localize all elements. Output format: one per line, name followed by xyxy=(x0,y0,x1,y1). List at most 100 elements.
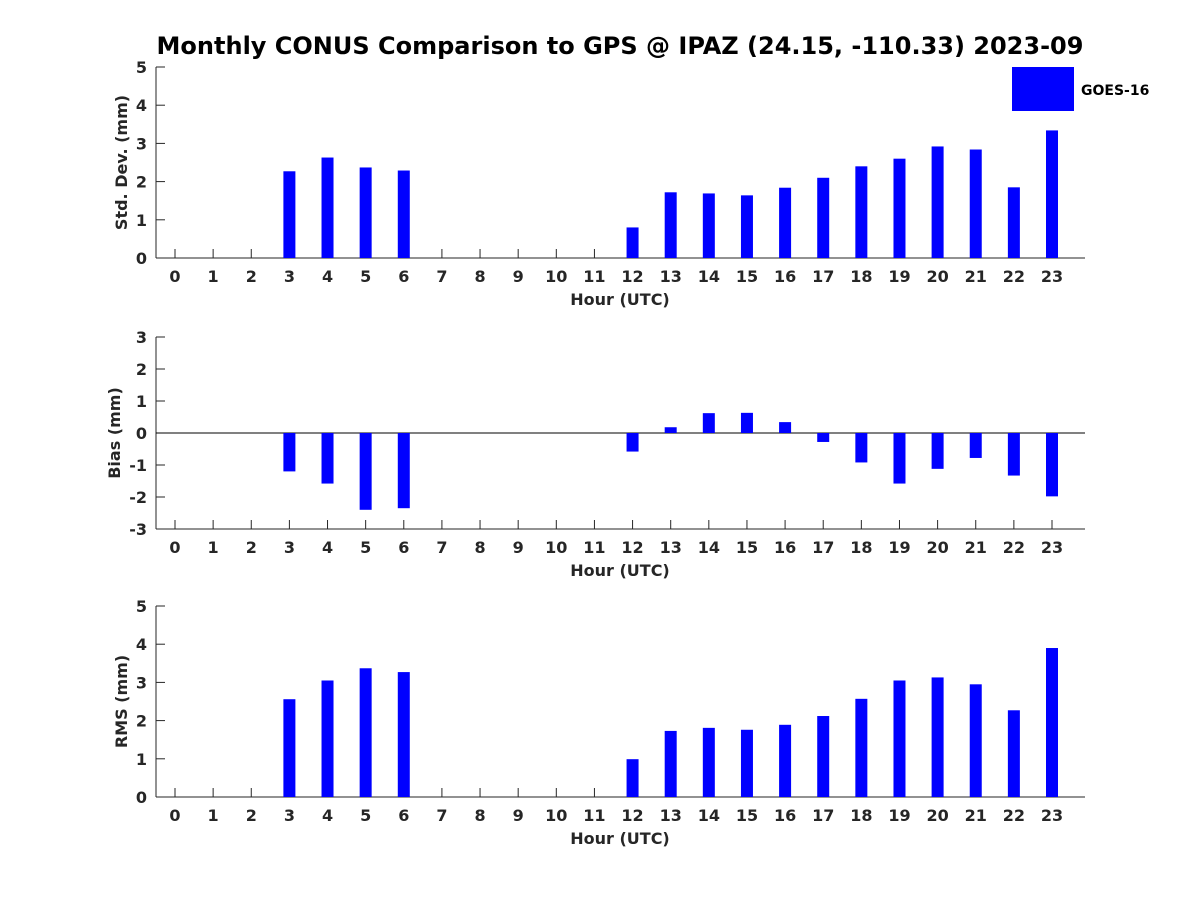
bar-hour-16 xyxy=(779,187,792,258)
x-tick-label: 4 xyxy=(322,806,333,825)
x-tick-label: 14 xyxy=(698,538,720,557)
bar-hour-23 xyxy=(1046,648,1058,797)
bar-hour-16 xyxy=(779,422,792,433)
bar-hour-13 xyxy=(664,730,677,797)
x-tick-label: 5 xyxy=(360,267,371,286)
x-tick-label: 22 xyxy=(1003,538,1025,557)
y-tick-label: -2 xyxy=(129,488,147,507)
bar-hour-22 xyxy=(1007,710,1020,797)
y-tick-label: 5 xyxy=(136,597,147,616)
x-tick-label: 16 xyxy=(774,267,796,286)
x-tick-label: 11 xyxy=(583,538,605,557)
bar-hour-3 xyxy=(283,699,296,797)
x-tick-label: 22 xyxy=(1003,806,1025,825)
bar-hour-15 xyxy=(740,195,753,258)
y-tick-label: 4 xyxy=(136,635,147,654)
bar-hour-5 xyxy=(359,433,372,510)
x-axis-label: Hour (UTC) xyxy=(570,561,670,580)
x-axis-label: Hour (UTC) xyxy=(570,290,670,309)
legend: GOES-16 xyxy=(1012,67,1149,111)
x-tick-label: 8 xyxy=(474,267,485,286)
y-tick-label: 2 xyxy=(136,173,147,192)
x-tick-label: 11 xyxy=(583,806,605,825)
bar-hour-3 xyxy=(283,433,296,472)
bar-hour-4 xyxy=(321,433,334,484)
x-tick-label: 12 xyxy=(621,806,643,825)
bar-hour-12 xyxy=(626,227,639,258)
bar-hour-17 xyxy=(817,177,830,258)
x-tick-label: 17 xyxy=(812,806,834,825)
x-tick-label: 7 xyxy=(436,538,447,557)
x-tick-label: 0 xyxy=(169,267,180,286)
x-tick-label: 3 xyxy=(284,267,295,286)
x-tick-label: 18 xyxy=(850,806,872,825)
x-tick-label: 18 xyxy=(850,267,872,286)
bar-hour-18 xyxy=(855,166,868,258)
bar-hour-23 xyxy=(1046,433,1058,497)
x-tick-label: 21 xyxy=(965,806,987,825)
x-tick-label: 5 xyxy=(360,538,371,557)
bar-hour-19 xyxy=(893,158,906,258)
y-tick-label: 4 xyxy=(136,96,147,115)
bar-hour-17 xyxy=(817,716,830,797)
y-tick-label: 0 xyxy=(136,249,147,268)
bar-hour-4 xyxy=(321,680,334,797)
bar-hour-14 xyxy=(702,413,715,433)
bar-hour-22 xyxy=(1007,187,1020,258)
y-tick-label: 5 xyxy=(136,58,147,77)
x-tick-label: 1 xyxy=(208,267,219,286)
bar-hour-21 xyxy=(969,433,982,458)
bar-hour-21 xyxy=(969,684,982,797)
x-tick-label: 1 xyxy=(208,538,219,557)
bar-hour-20 xyxy=(931,433,944,469)
x-tick-label: 4 xyxy=(322,267,333,286)
bar-hour-5 xyxy=(359,668,372,797)
bar-hour-15 xyxy=(740,729,753,797)
x-tick-label: 11 xyxy=(583,267,605,286)
x-tick-label: 6 xyxy=(398,538,409,557)
x-tick-label: 21 xyxy=(965,538,987,557)
x-tick-label: 4 xyxy=(322,538,333,557)
x-tick-label: 9 xyxy=(513,538,524,557)
x-tick-label: 23 xyxy=(1041,806,1063,825)
y-tick-label: 1 xyxy=(136,392,147,411)
bar-hour-14 xyxy=(702,727,715,797)
x-tick-label: 20 xyxy=(926,806,948,825)
x-tick-label: 2 xyxy=(246,267,257,286)
x-tick-label: 15 xyxy=(736,538,758,557)
bar-hour-17 xyxy=(817,433,830,442)
y-tick-label: 1 xyxy=(136,211,147,230)
x-tick-label: 20 xyxy=(926,538,948,557)
legend-label: GOES-16 xyxy=(1081,83,1149,99)
x-tick-label: 14 xyxy=(698,267,720,286)
y-axis-label: Bias (mm) xyxy=(105,387,124,479)
x-tick-label: 2 xyxy=(246,538,257,557)
bar-hour-15 xyxy=(740,412,753,433)
x-tick-label: 2 xyxy=(246,806,257,825)
x-tick-label: 3 xyxy=(284,806,295,825)
y-tick-label: 2 xyxy=(136,712,147,731)
y-axis-label: RMS (mm) xyxy=(112,655,131,748)
bar-hour-4 xyxy=(321,157,334,258)
x-tick-label: 20 xyxy=(926,267,948,286)
bar-hour-6 xyxy=(397,170,410,258)
x-tick-label: 0 xyxy=(169,806,180,825)
x-tick-label: 1 xyxy=(208,806,219,825)
x-tick-label: 15 xyxy=(736,267,758,286)
x-tick-label: 5 xyxy=(360,806,371,825)
x-tick-label: 10 xyxy=(545,806,567,825)
y-tick-label: -1 xyxy=(129,456,147,475)
y-tick-label: 0 xyxy=(136,424,147,443)
bar-hour-14 xyxy=(702,193,715,258)
bar-hour-12 xyxy=(626,433,639,452)
bar-hour-20 xyxy=(931,146,944,258)
bar-hour-22 xyxy=(1007,433,1020,476)
x-axis-label: Hour (UTC) xyxy=(570,829,670,848)
y-tick-label: 3 xyxy=(136,134,147,153)
y-tick-label: -3 xyxy=(129,520,147,539)
y-tick-label: 2 xyxy=(136,360,147,379)
x-tick-label: 0 xyxy=(169,538,180,557)
x-tick-label: 23 xyxy=(1041,267,1063,286)
